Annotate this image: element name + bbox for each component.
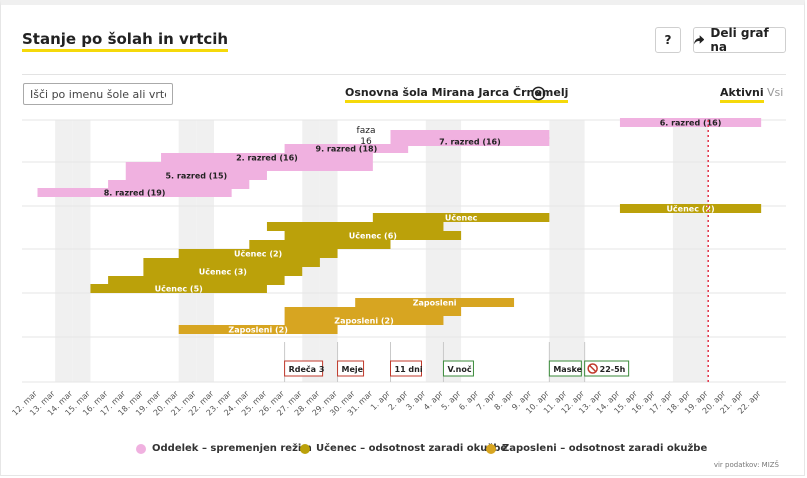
bar-label: 5. razred (15) — [165, 172, 227, 181]
event-label: Maske — [553, 365, 582, 374]
bar-label: Učenec (5) — [155, 284, 203, 294]
bar-učenec — [249, 240, 391, 249]
legend-item-ucenec[interactable]: Učenec – odsotnost zaradi okužbe — [300, 443, 507, 454]
bar-label: Učenec — [445, 213, 478, 223]
bar-oddelek — [161, 153, 373, 162]
share-button[interactable]: Deli graf na — [693, 26, 786, 54]
bar-zaposleni — [284, 316, 444, 325]
bar-učenec — [266, 222, 444, 231]
bar-učenec — [108, 276, 285, 285]
bar-zaposleni — [355, 298, 515, 307]
event-box — [548, 360, 582, 377]
timeline-chart: 6. razred (16) 7. razred (16) 9. razred (1… — [10, 118, 786, 418]
legend-dot-icon — [300, 443, 310, 454]
phase-number: 16 — [360, 137, 372, 147]
weekend-band — [549, 120, 567, 382]
event-label: Meje — [342, 365, 364, 374]
bar-učenec — [178, 249, 338, 258]
weekend-band — [567, 120, 585, 382]
bar-label: Učenec (3) — [199, 267, 247, 277]
weekend-band — [690, 120, 709, 382]
event-box — [337, 360, 365, 377]
help-button[interactable]: ? — [655, 27, 681, 53]
share-button-label: Deli graf na — [710, 26, 769, 54]
clear-school-icon[interactable] — [531, 86, 546, 101]
weekend-band — [443, 120, 462, 382]
weekend-band — [672, 120, 691, 382]
phase-label: faza — [357, 126, 376, 136]
event-box — [390, 360, 422, 377]
event-label: 22-5h — [600, 365, 626, 374]
bar-oddelek — [284, 144, 409, 153]
event-box — [284, 360, 324, 377]
bar-učenec — [619, 204, 762, 213]
bar-label: 8. razred (19) — [104, 189, 166, 198]
legend-label: Oddelek – spremenjen režim — [152, 443, 312, 454]
bar-učenec — [372, 213, 550, 222]
bar-oddelek — [125, 171, 267, 180]
event-box — [442, 360, 474, 377]
bar-oddelek — [390, 137, 550, 146]
curfew-icon — [587, 363, 598, 374]
search-input[interactable] — [23, 83, 173, 105]
legend-dot-icon — [486, 443, 496, 454]
bar-oddelek — [390, 130, 550, 139]
event-label: Rdeča 3 — [289, 364, 325, 374]
page-title: Stanje po šolah in vrtcih — [22, 30, 229, 52]
bar-label: Zaposleni (2) — [228, 326, 287, 335]
legend-dot-icon — [136, 443, 146, 454]
header-divider — [22, 74, 786, 75]
event-label: 11 dni — [395, 365, 423, 374]
bar-oddelek — [108, 180, 250, 189]
bar-label: Zaposleni (2) — [334, 317, 393, 326]
toggle-active[interactable]: Aktivni — [720, 86, 764, 103]
legend-item-zaposleni[interactable]: Zaposleni – odsotnost zaradi okužbe — [486, 443, 707, 454]
bar-učenec — [143, 258, 320, 267]
bar-učenec — [90, 284, 267, 293]
share-arrow-icon — [694, 35, 705, 45]
bar-label: Zaposleni — [413, 299, 457, 308]
bar-oddelek — [125, 162, 373, 171]
bar-oddelek — [37, 188, 232, 197]
bar-label: 6. razred (16) — [660, 119, 722, 128]
bar-oddelek — [619, 118, 762, 127]
bar-učenec — [284, 231, 462, 240]
bar-label: Učenec (2) — [666, 204, 714, 214]
weekend-band — [72, 120, 91, 382]
bar-zaposleni — [284, 307, 462, 316]
bar-label: 7. razred (16) — [439, 138, 501, 147]
curfew-slash — [589, 364, 597, 373]
bar-label: Učenec (2) — [234, 249, 282, 259]
legend-item-oddelek[interactable]: Oddelek – spremenjen režim — [136, 443, 312, 454]
weekend-band — [425, 120, 444, 382]
bar-label: 2. razred (16) — [236, 154, 298, 163]
legend-label: Zaposleni – odsotnost zaradi okužbe — [502, 443, 708, 454]
bar-label: Učenec (6) — [349, 231, 397, 241]
bar-učenec — [143, 267, 303, 276]
bar-zaposleni — [178, 325, 338, 334]
data-source: vir podatkov: MIZŠ — [713, 461, 779, 469]
event-label: V.noč — [447, 364, 471, 374]
weekend-band — [55, 120, 73, 382]
toggle-all[interactable]: Vsi — [767, 86, 784, 99]
selected-school-label: Osnovna šola Mirana Jarca Črnomelj — [345, 86, 569, 103]
bar-label: 9. razred (18) — [316, 145, 378, 154]
legend-label: Učenec – odsotnost zaradi okužbe — [316, 443, 508, 454]
